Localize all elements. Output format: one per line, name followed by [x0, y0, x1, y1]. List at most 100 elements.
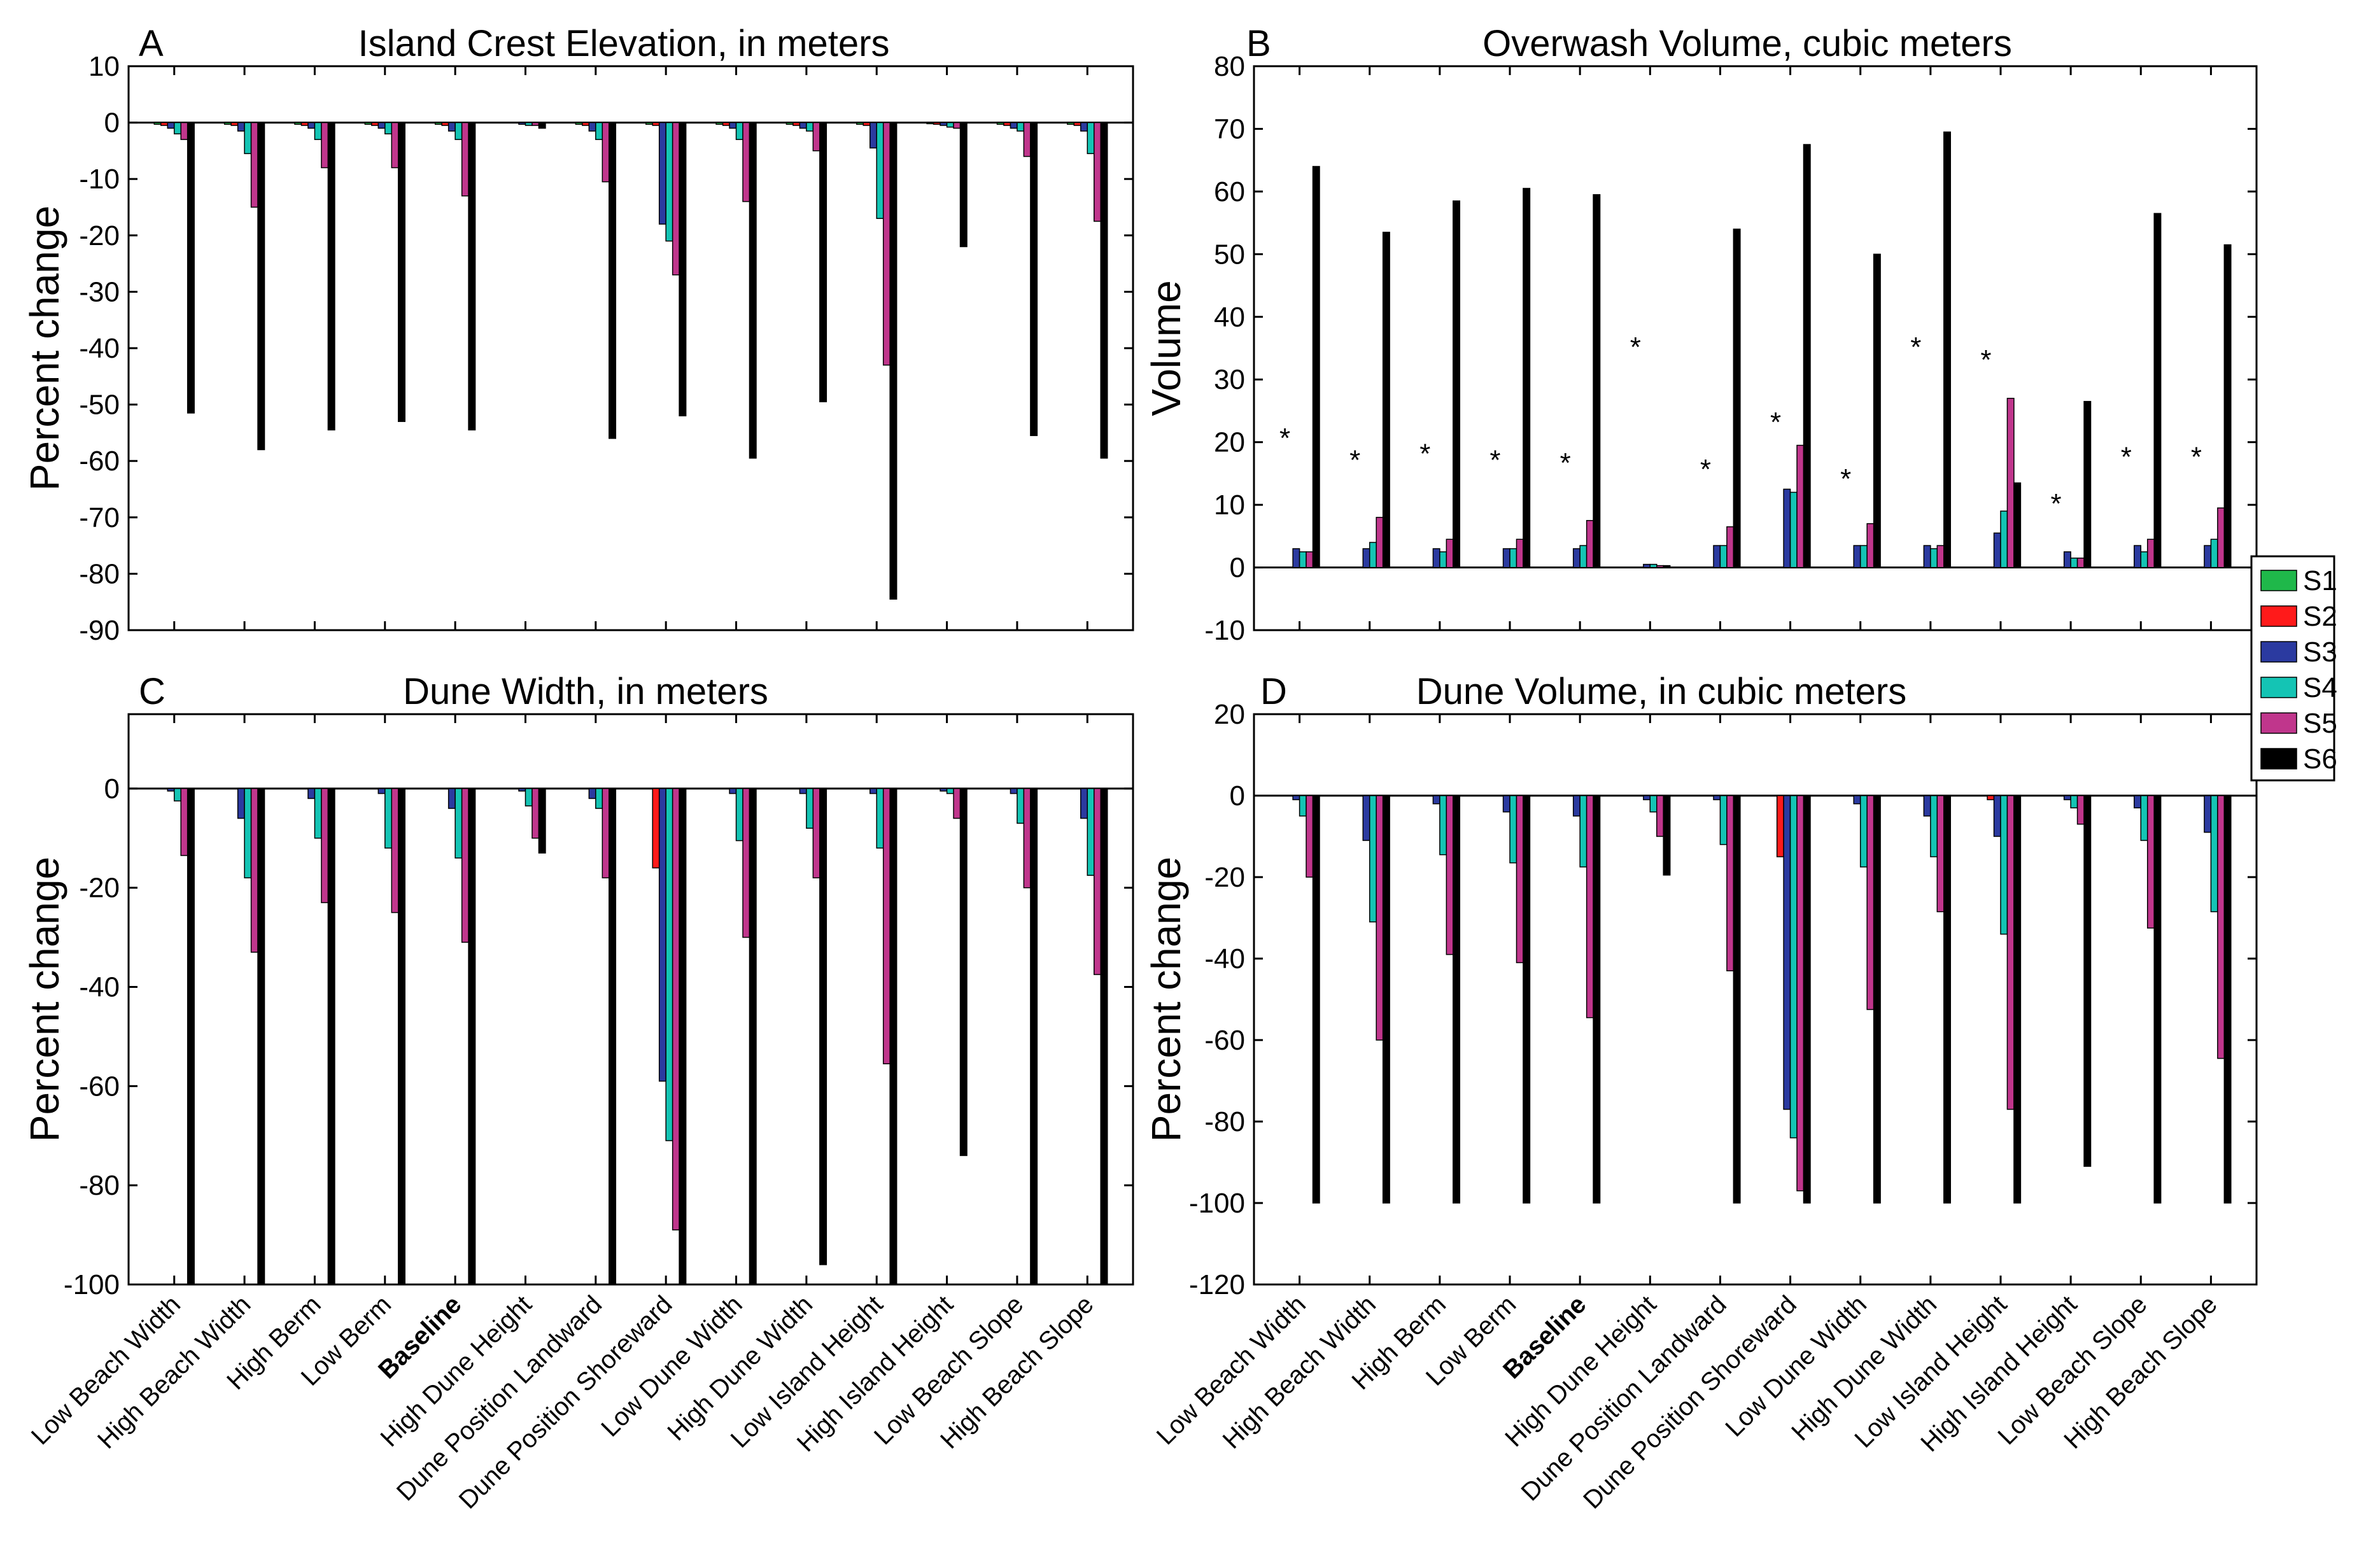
bar-s4 — [1439, 551, 1447, 568]
panel-b-bars: * * * * * * * * * * * * * * — [1254, 131, 2257, 569]
panel-b-letter: B — [1246, 23, 1271, 64]
y-tick-label: -60 — [79, 446, 120, 477]
legend-label-s4: S4 — [2303, 672, 2337, 703]
bar-s3 — [1853, 795, 1861, 805]
bar-s5 — [1866, 795, 1875, 1010]
legend-swatch-s5 — [2260, 712, 2297, 734]
bar-s5 — [2217, 795, 2225, 1059]
bar-s2 — [1073, 122, 1081, 126]
bar-s6 — [679, 788, 687, 1285]
bar-s3 — [1502, 795, 1510, 813]
legend-label-s6: S6 — [2303, 743, 2337, 775]
bar-s6 — [609, 788, 617, 1285]
significance-marker: * — [1489, 444, 1500, 475]
bar-s3 — [1502, 548, 1510, 568]
bar-s2 — [582, 122, 590, 126]
y-tick-label: -20 — [79, 220, 120, 251]
bar-s3 — [1362, 548, 1370, 568]
bar-s6 — [679, 122, 687, 417]
bar-s4 — [665, 122, 673, 242]
bar-s5 — [672, 788, 680, 1231]
bar-s4 — [1649, 563, 1658, 568]
bar-s6 — [889, 788, 898, 1285]
bar-s3 — [1292, 795, 1300, 801]
bar-s6 — [327, 788, 335, 1285]
bar-s3 — [1783, 795, 1791, 1110]
bar-s5 — [882, 122, 891, 366]
y-tick-label: 70 — [1214, 113, 1245, 144]
significance-marker: * — [2051, 488, 2062, 519]
bar-s4 — [1509, 548, 1517, 568]
bar-s6 — [2013, 482, 2022, 568]
significance-marker: * — [1349, 444, 1360, 475]
panel-a-ylabel: Percent change — [22, 206, 67, 491]
legend-swatch-s2 — [2260, 605, 2297, 627]
bar-s3 — [1993, 532, 2001, 568]
bar-s6 — [2153, 795, 2162, 1204]
bar-s5 — [321, 788, 329, 903]
y-tick-label: -60 — [79, 1071, 120, 1102]
bar-s5 — [1023, 788, 1031, 889]
significance-marker: * — [2191, 441, 2202, 472]
bar-s3 — [1643, 795, 1651, 801]
y-tick-label: 40 — [1214, 302, 1245, 333]
bar-s3 — [1713, 795, 1721, 801]
bar-s4 — [806, 122, 814, 132]
panel-a-letter: A — [139, 23, 164, 64]
panel-d-frame — [1253, 713, 2258, 1286]
bar-s3 — [1362, 795, 1370, 841]
bar-s4 — [1299, 551, 1307, 568]
bar-s6 — [1593, 194, 1601, 568]
bar-s6 — [1100, 122, 1108, 459]
bar-s4 — [735, 788, 743, 841]
bar-s3 — [1010, 788, 1018, 794]
bar-s6 — [1733, 229, 1741, 568]
bar-s2 — [722, 122, 730, 126]
bar-s2 — [933, 122, 941, 125]
bar-s4 — [1930, 795, 1938, 857]
panel-c-bars — [129, 787, 1133, 1285]
bar-s4 — [1579, 545, 1588, 568]
bar-s6 — [609, 122, 617, 439]
bar-s4 — [665, 788, 673, 1141]
bar-s6 — [1803, 795, 1811, 1204]
bar-s5 — [1656, 795, 1664, 837]
bar-s4 — [1930, 548, 1938, 568]
panel-d-letter: D — [1260, 671, 1287, 712]
bar-s3 — [377, 788, 386, 794]
bar-s3 — [518, 122, 526, 125]
bar-s5 — [2076, 558, 2085, 568]
bar-s3 — [1432, 795, 1440, 805]
bar-s5 — [461, 122, 469, 197]
bar-s4 — [1369, 542, 1377, 568]
panel-b-x-ticks — [1299, 66, 2212, 630]
bar-s3 — [307, 788, 316, 799]
y-tick-label: 10 — [88, 51, 120, 82]
bar-s6 — [819, 788, 827, 1265]
panel-a-y-ticks: 10 0 -10 -20 -30 -40 -50 -60 -70 -80 -90 — [79, 51, 1133, 646]
bar-s5 — [1094, 122, 1101, 222]
bar-s1 — [856, 122, 864, 125]
bar-s5 — [1866, 523, 1875, 568]
bar-s3 — [2063, 795, 2071, 801]
bar-s5 — [461, 788, 469, 943]
bar-s3 — [1923, 795, 1931, 817]
y-tick-label: -30 — [79, 276, 120, 307]
bar-s5 — [953, 788, 961, 819]
y-tick-label: -20 — [1204, 862, 1245, 893]
bar-s6 — [1523, 188, 1531, 568]
bar-s5 — [321, 122, 329, 169]
bar-s3 — [2134, 795, 2142, 808]
bar-s3 — [1853, 545, 1861, 568]
bar-s3 — [940, 788, 948, 792]
bar-s4 — [595, 122, 603, 140]
bar-s3 — [658, 122, 666, 225]
bar-s5 — [1094, 788, 1101, 975]
bar-s5 — [391, 122, 399, 169]
y-tick-label: -100 — [64, 1269, 120, 1300]
bar-s5 — [1023, 122, 1031, 157]
bar-s6 — [257, 788, 265, 1285]
bar-s6 — [2223, 795, 2232, 1204]
bar-s5 — [1306, 551, 1314, 568]
bar-s4 — [595, 788, 603, 809]
